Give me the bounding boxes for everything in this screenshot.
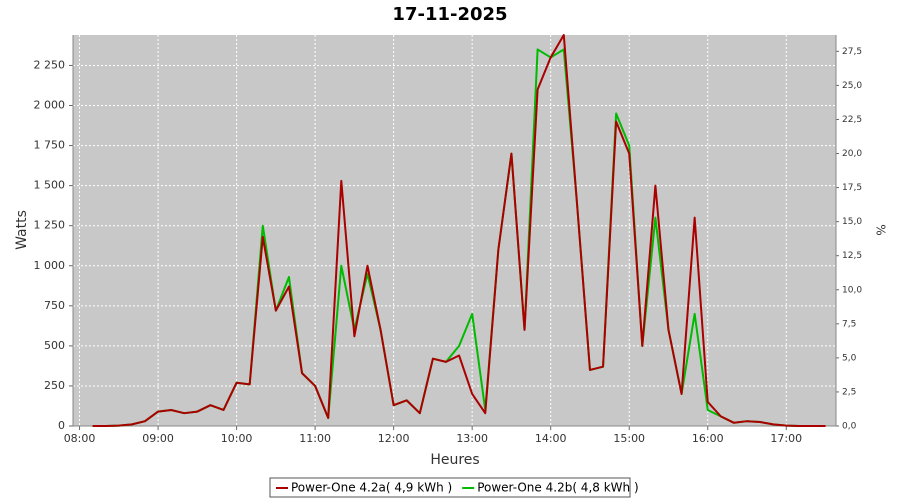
x-tick-label: 09:00	[142, 432, 174, 445]
y-axis-label: Watts	[14, 210, 30, 250]
y-tick-label: 2 250	[34, 58, 66, 71]
y2-tick-label: 5,0	[842, 353, 857, 363]
legend	[269, 477, 631, 498]
line-series	[92, 34, 826, 427]
y2-tick-label: 27,5	[842, 47, 862, 57]
y2-tick-label: 12,5	[842, 251, 862, 261]
x-tick-label: 17:00	[770, 432, 802, 445]
y2-tick-label: 0,0	[842, 422, 857, 432]
y2-tick-label: 20,0	[842, 149, 862, 159]
y-tick-label: 0	[58, 419, 65, 432]
chart-title: 17-11-2025	[392, 4, 507, 25]
y-tick-label: 750	[44, 299, 65, 312]
y-tick-label: 250	[44, 379, 65, 392]
plot-area	[73, 35, 836, 426]
y-tick-label: 1 500	[34, 179, 66, 192]
y-tick-label: 1 750	[34, 139, 66, 152]
x-tick-label: 14:00	[535, 432, 567, 445]
y2-axis-label: %	[874, 224, 888, 235]
x-tick-label: 12:00	[378, 432, 410, 445]
x-tick-label: 10:00	[221, 432, 253, 445]
y-tick-label: 500	[44, 339, 65, 352]
y2-tick-label: 22,5	[842, 115, 862, 125]
y2-tick-label: 25,0	[842, 81, 862, 91]
legend-label: Power-One 4.2b( 4,8 kWh )	[477, 481, 638, 495]
y2-tick-label: 10,0	[842, 285, 862, 295]
y2-tick-label: 2,5	[842, 387, 856, 397]
x-tick-label: 16:00	[692, 432, 724, 445]
y-tick-label: 1 250	[34, 219, 66, 232]
y-tick-label: 2 000	[34, 99, 66, 112]
x-tick-label: 08:00	[64, 432, 96, 445]
y2-tick-label: 15,0	[842, 217, 862, 227]
y2-tick-label: 17,5	[842, 183, 862, 193]
x-tick-label: 15:00	[613, 432, 645, 445]
legend-label: Power-One 4.2a( 4,9 kWh )	[291, 481, 452, 495]
y2-tick-label: 7,5	[842, 319, 856, 329]
x-axis-label: Heures	[430, 452, 479, 468]
y-tick-label: 1 000	[34, 259, 66, 272]
x-tick-label: 13:00	[456, 432, 488, 445]
x-tick-label: 11:00	[299, 432, 331, 445]
